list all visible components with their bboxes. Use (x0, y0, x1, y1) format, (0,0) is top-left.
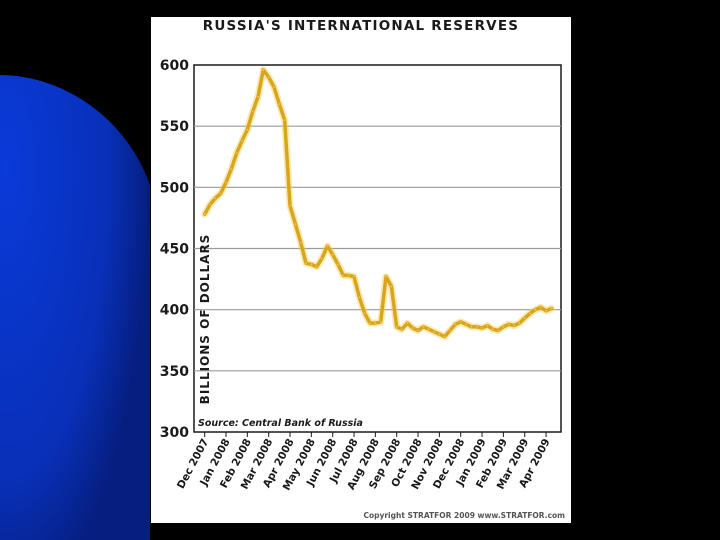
data-point (422, 326, 425, 328)
y-axis-label: BILLIONS OF DOLLARS (198, 234, 212, 405)
data-point (251, 110, 254, 113)
data-point (299, 241, 302, 244)
source-note: Source: Central Bank of Russia (198, 418, 363, 429)
data-points (203, 69, 553, 338)
data-point (518, 322, 521, 324)
data-point (278, 103, 281, 105)
y-tick-label: 350 (160, 364, 189, 380)
data-point (241, 140, 243, 142)
data-point (438, 333, 441, 335)
data-point (481, 327, 483, 329)
data-point (347, 274, 350, 277)
data-point (369, 322, 371, 324)
data-point (385, 275, 387, 278)
data-point (230, 168, 233, 170)
data-point (390, 285, 393, 288)
line-chart: RUSSIA'S INTERNATIONAL RESERVES 300 350 40… (160, 18, 565, 520)
data-point (529, 312, 531, 315)
data-point (539, 306, 542, 309)
data-point (353, 275, 355, 278)
data-point (491, 328, 494, 331)
data-point (433, 330, 435, 333)
data-point (235, 152, 238, 154)
data-point (305, 262, 307, 264)
y-axis-ticks: 300 350 400 450 500 550 600 (160, 58, 189, 441)
data-point (289, 204, 291, 207)
data-point (406, 322, 409, 324)
data-point (219, 192, 222, 195)
data-point (326, 245, 329, 247)
data-point (209, 203, 211, 206)
copyright-note: Copyright STRATFOR 2009 www.STRATFOR.com (363, 511, 565, 520)
data-point (470, 326, 473, 328)
y-tick-label: 550 (160, 119, 189, 135)
data-point (225, 181, 227, 184)
data-point (523, 317, 526, 320)
series-line-path (202, 68, 554, 339)
data-point (358, 296, 361, 299)
data-point (294, 223, 297, 225)
data-point (374, 322, 377, 324)
data-point (411, 327, 414, 329)
data-point (497, 329, 499, 332)
data-point (443, 335, 446, 338)
data-point (454, 323, 457, 326)
data-point (246, 129, 249, 131)
data-point (379, 321, 382, 323)
data-point (502, 326, 505, 328)
data-point (267, 76, 270, 78)
data-point (214, 197, 217, 200)
data-point (310, 263, 313, 266)
data-point (513, 324, 515, 327)
data-point (417, 329, 419, 332)
chart-title: RUSSIA'S INTERNATIONAL RESERVES (203, 18, 519, 34)
data-point (486, 324, 489, 327)
grid-lines (194, 125, 561, 372)
y-tick-label: 450 (160, 242, 189, 258)
data-point (475, 326, 478, 328)
data-point (203, 213, 206, 215)
data-point (550, 307, 553, 310)
data-point (449, 329, 451, 332)
slide-blue-swoosh (0, 75, 150, 540)
data-point (427, 328, 430, 331)
series-line (201, 66, 555, 341)
data-point (321, 257, 323, 260)
data-point (331, 253, 334, 256)
data-point (401, 328, 403, 331)
data-point (342, 274, 345, 277)
data-point (315, 266, 318, 268)
chart-card: RUSSIA'S INTERNATIONAL RESERVES 300 350 40… (151, 17, 571, 523)
data-point (283, 119, 286, 121)
data-point (337, 263, 339, 266)
data-point (257, 96, 259, 98)
data-point (273, 86, 275, 88)
data-point (262, 69, 265, 71)
data-point (459, 321, 462, 323)
y-tick-label: 500 (160, 180, 189, 196)
data-point (395, 326, 398, 328)
data-point (534, 308, 537, 311)
y-tick-label: 400 (160, 303, 189, 319)
data-point (363, 312, 366, 315)
data-point (507, 323, 510, 326)
y-tick-label: 300 (160, 425, 189, 441)
data-point (545, 310, 547, 312)
data-point (465, 323, 467, 326)
y-tick-label: 600 (160, 58, 189, 74)
